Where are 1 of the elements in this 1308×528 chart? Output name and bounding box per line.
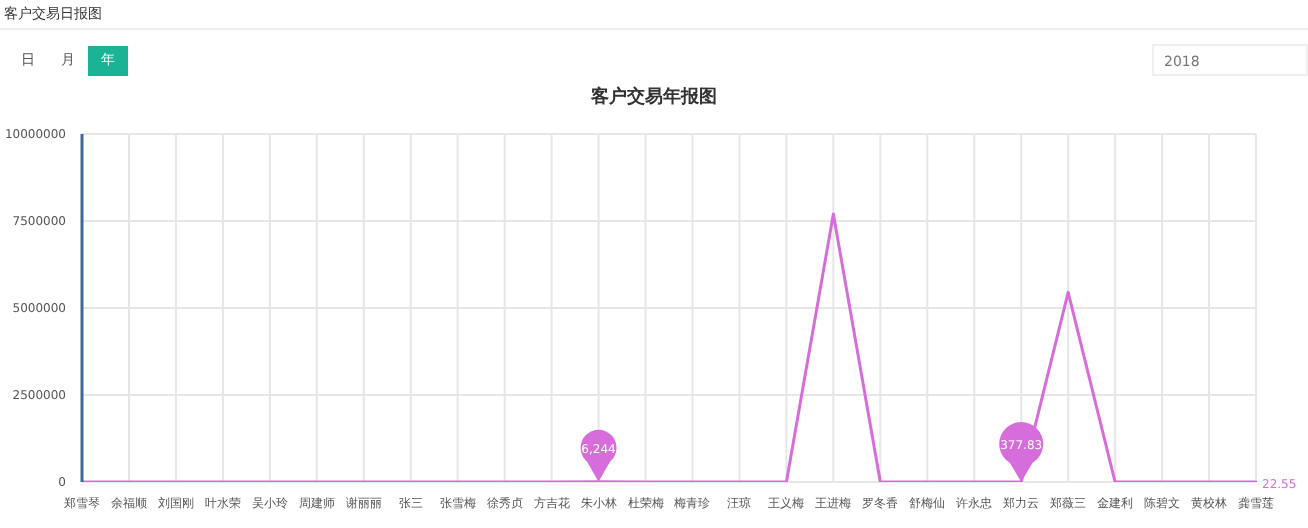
chart-title: 客户交易年报图 (589, 84, 719, 110)
